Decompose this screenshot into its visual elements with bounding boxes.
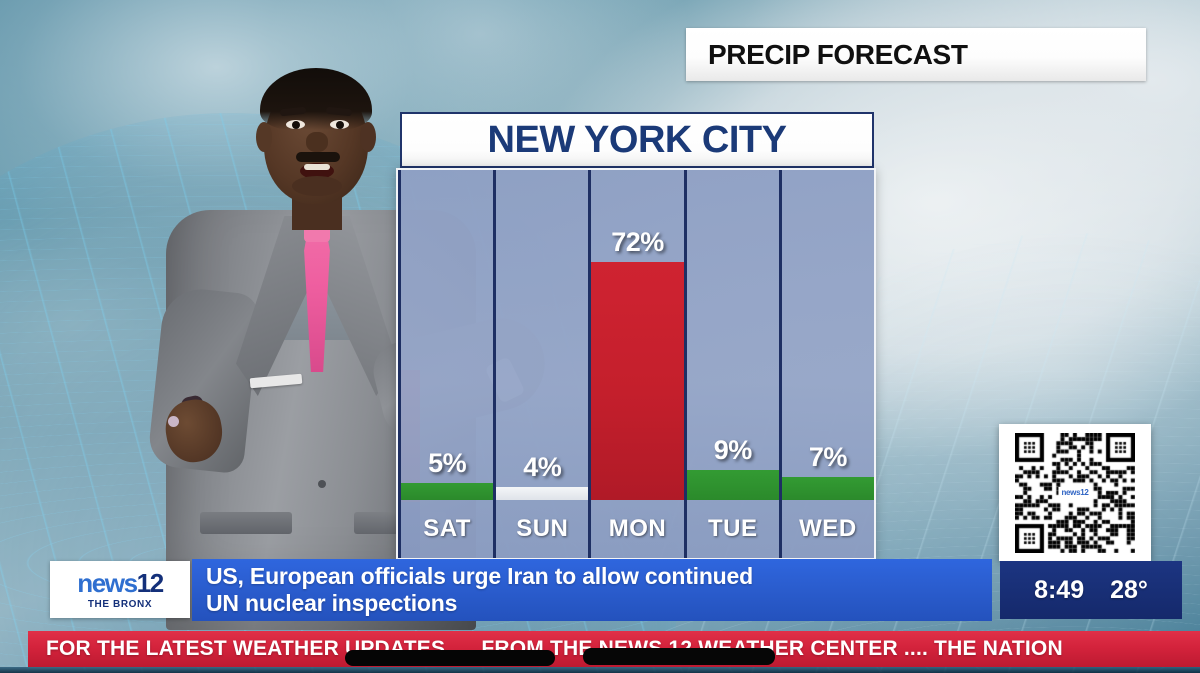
jacket-button	[318, 480, 326, 488]
nose	[306, 132, 328, 152]
logo-news-text: news	[77, 567, 138, 598]
bar-value-label-wed: 7%	[808, 442, 848, 472]
bar-sun	[496, 487, 589, 500]
ticker-occlusion-right	[583, 648, 775, 665]
finger-ring	[168, 416, 179, 427]
chin	[292, 176, 342, 196]
pupil-left	[292, 121, 300, 129]
chart-plot-area: 5% SAT 4% SUN 72% MON 9% TUE 7% WED	[396, 168, 876, 560]
precip-forecast-label: PRECIP FORECAST	[708, 38, 968, 70]
headline-banner: US, European officials urge Iran to allo…	[192, 559, 992, 621]
headline-line-2: UN nuclear inspections	[206, 590, 458, 616]
qr-code-panel[interactable]: news12	[999, 424, 1151, 561]
chart-column-wed: 7% WED	[781, 170, 874, 558]
day-label-tue: TUE	[707, 515, 758, 542]
day-label-cell-sun: SUN	[496, 500, 588, 558]
chart-title-box: NEW YORK CITY	[400, 112, 874, 168]
clock-temp-panel: 8:49 28°	[1000, 561, 1182, 619]
day-label-sat: SAT	[423, 515, 471, 542]
clock-display: 8:49	[1034, 575, 1085, 604]
day-label-cell-tue: TUE	[687, 500, 779, 558]
jacket-pocket-left	[200, 512, 292, 534]
logo-market-text: THE BRONX	[87, 598, 153, 610]
bar-value-label-sat: 5%	[428, 448, 467, 478]
bar-value-label-sun: 4%	[523, 452, 562, 482]
chart-column-sat: 5% SAT	[398, 170, 497, 558]
bar-mon	[591, 262, 684, 500]
day-label-wed: WED	[799, 515, 857, 542]
day-label-sun: SUN	[516, 515, 569, 542]
day-label-cell-mon: MON	[591, 500, 683, 558]
hair	[260, 68, 372, 130]
day-label-cell-wed: WED	[782, 500, 874, 558]
ear-right	[360, 122, 376, 152]
temperature-display: 28°	[1110, 575, 1148, 604]
qr-center-logo: news12	[1058, 486, 1092, 499]
day-label-mon: MON	[608, 515, 667, 542]
bar-tue	[686, 470, 779, 500]
bottom-edge-strip	[0, 667, 1200, 673]
headline-line-1: US, European officials urge Iran to allo…	[206, 563, 753, 589]
station-logo-wordmark: news12	[77, 567, 165, 598]
day-label-cell-sat: SAT	[401, 500, 493, 558]
chart-column-mon: 72% MON	[591, 170, 687, 558]
ear-left	[256, 122, 272, 152]
qr-code[interactable]: news12	[1015, 432, 1135, 553]
ticker-text: FOR THE LATEST WEATHER UPDATES .... FROM…	[46, 637, 1063, 660]
bar-wed	[781, 477, 874, 500]
teeth	[304, 164, 330, 170]
precip-forecast-chart: NEW YORK CITY 5% SAT 4% SUN 72% MON 9% TUE 7% WED	[396, 112, 876, 560]
precip-forecast-banner: PRECIP FORECAST	[686, 28, 1146, 81]
mustache	[296, 152, 340, 162]
chart-column-sun: 4% SUN	[496, 170, 592, 558]
ticker-occlusion-left	[345, 650, 555, 666]
logo-twelve-text: 12	[136, 567, 165, 598]
pupil-right	[336, 121, 344, 129]
chart-title: NEW YORK CITY	[487, 118, 787, 161]
bar-sat	[401, 483, 494, 500]
station-logo: news12 THE BRONX	[50, 561, 190, 618]
bar-value-label-mon: 72%	[611, 227, 664, 257]
bar-value-label-tue: 9%	[713, 435, 753, 465]
chart-column-tue: 9% TUE	[686, 170, 782, 558]
